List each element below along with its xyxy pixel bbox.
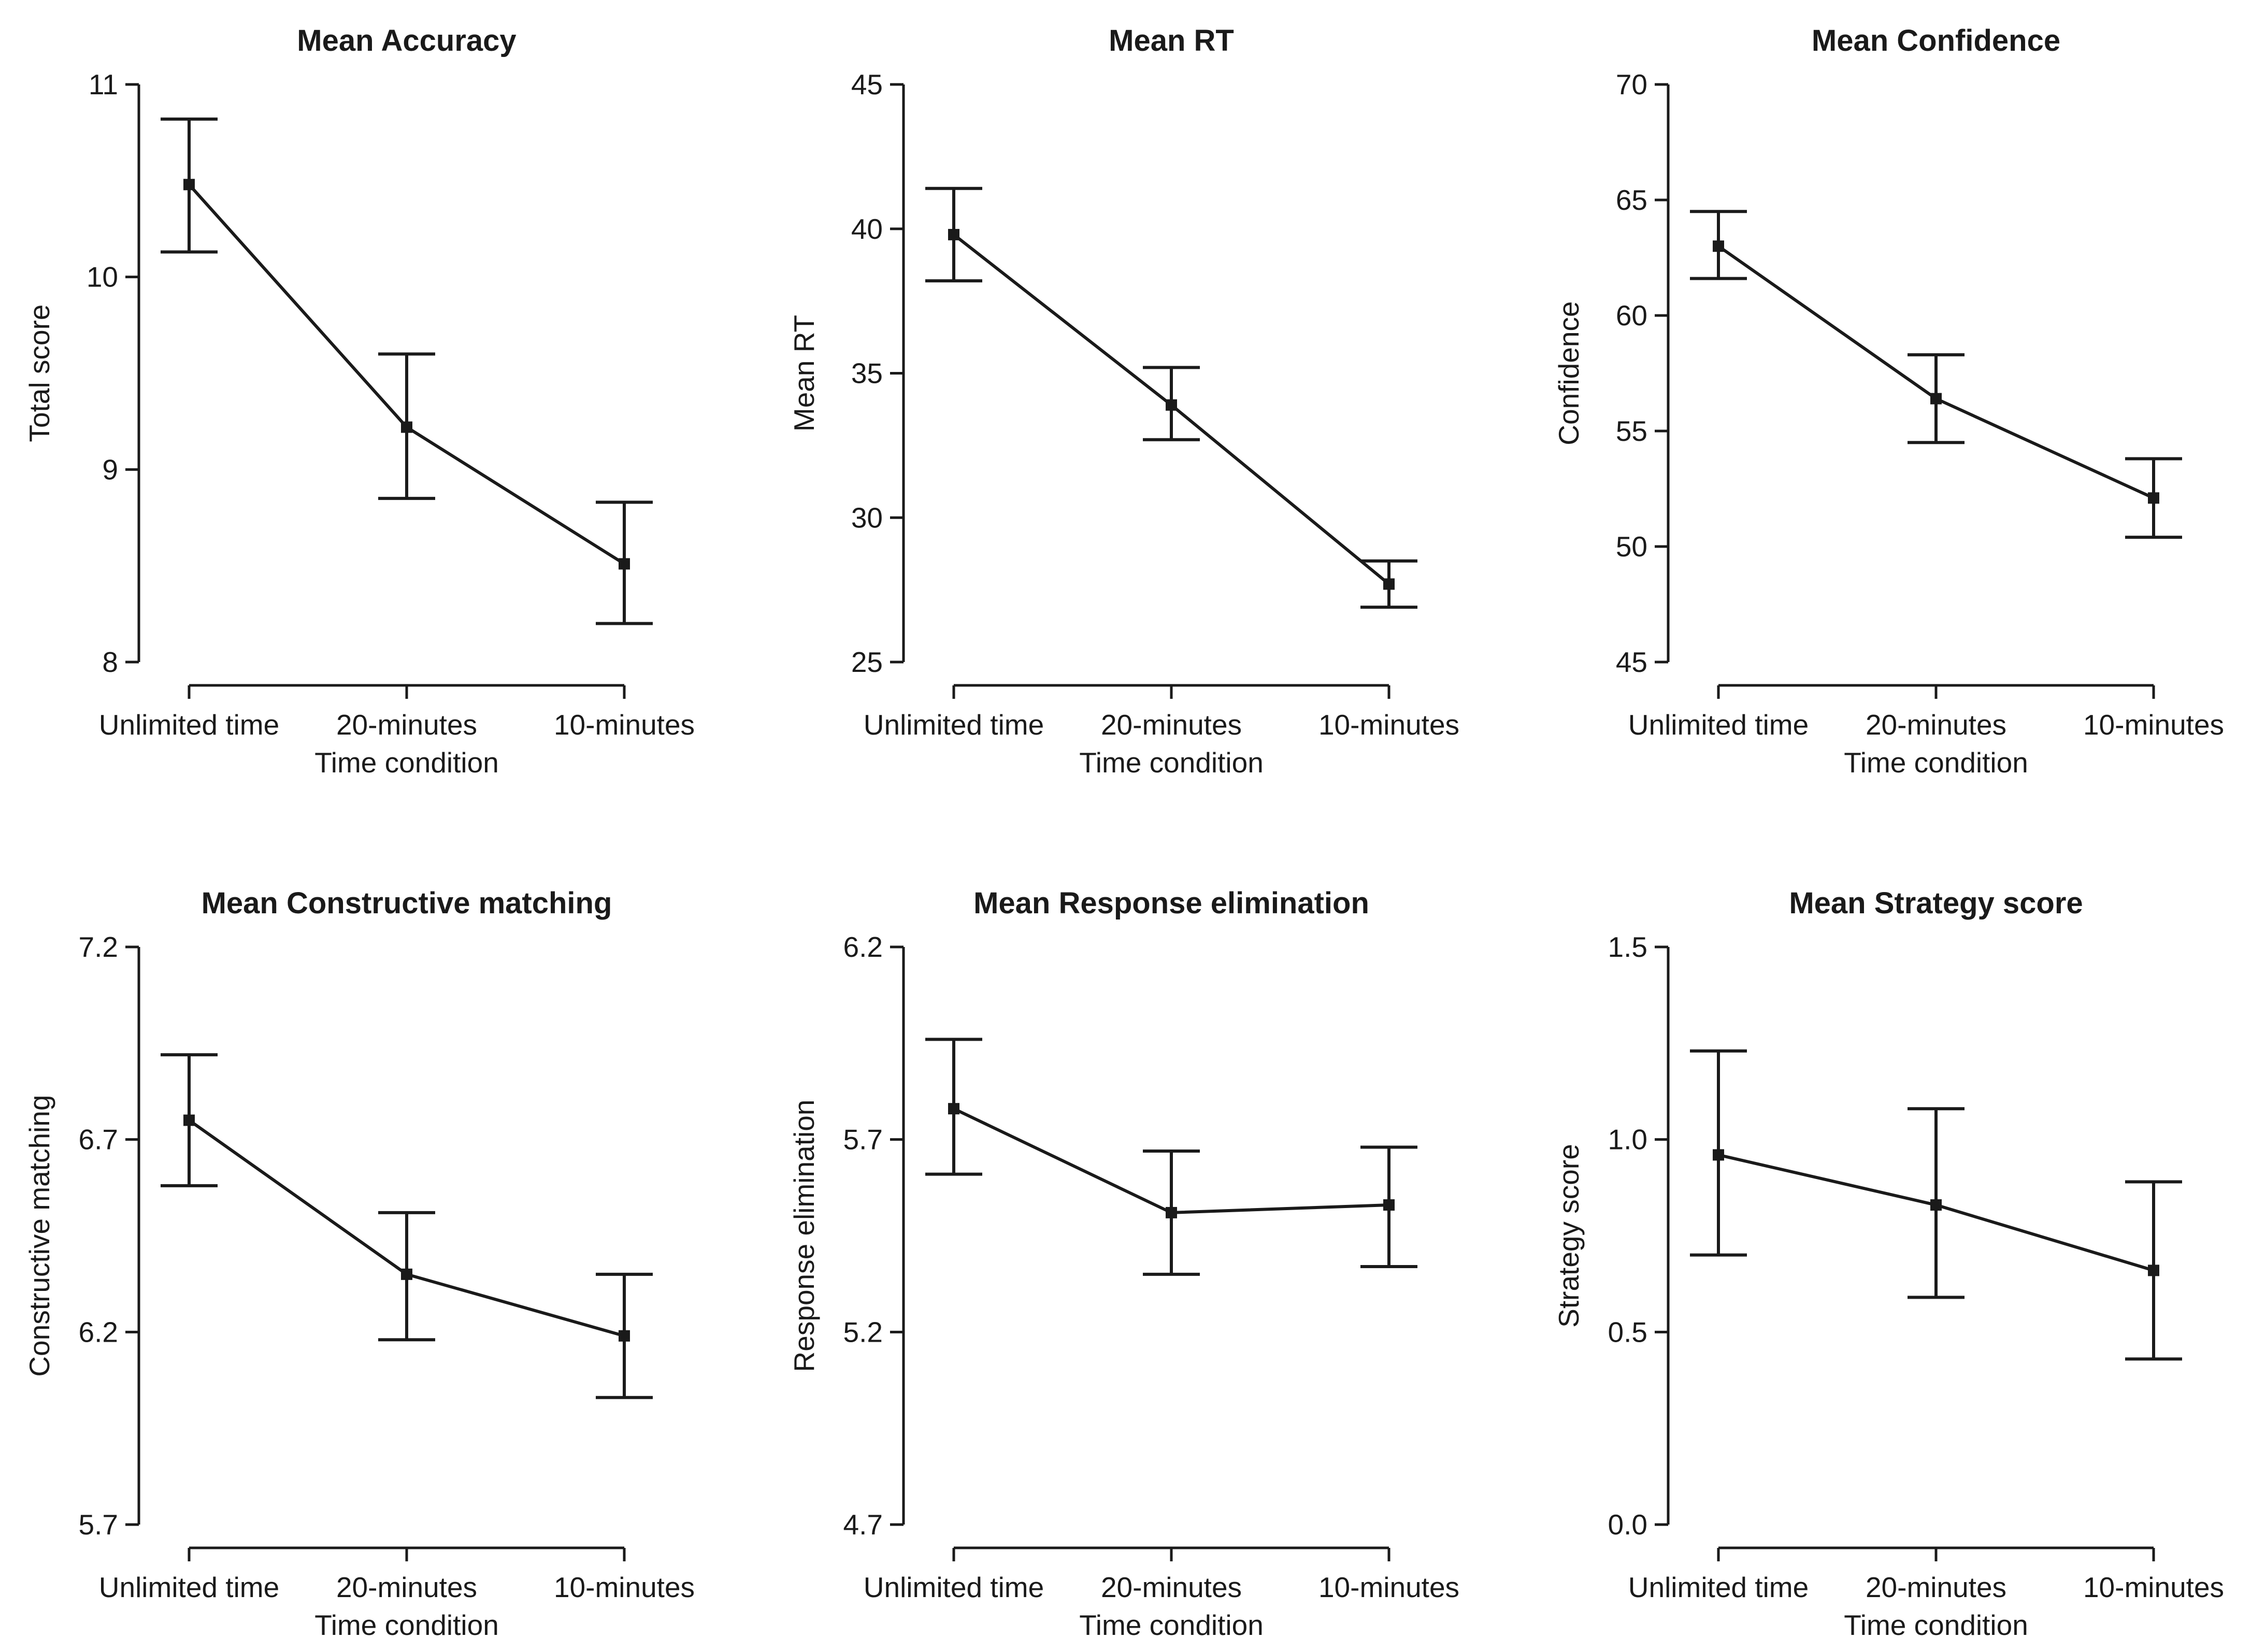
x-axis-label: Time condition [314,746,499,779]
x-tick-label: 10-minutes [1318,709,1459,741]
data-point [619,558,630,570]
y-tick-label: 45 [1616,646,1647,678]
x-axis-label: Time condition [1844,1609,2028,1641]
data-point [183,1114,195,1126]
y-tick-label: 65 [1616,184,1647,216]
x-tick-label: Unlimited time [99,709,279,741]
y-tick-label: 6.2 [79,1316,118,1348]
y-tick-label: 50 [1616,530,1647,563]
chart-panel: Mean Accuracy 8 9 10 11 Total score Unlimited … [23,24,695,779]
y-tick-label: 60 [1616,299,1647,332]
x-tick-label: 10-minutes [554,1571,695,1603]
y-tick-label: 6.7 [79,1124,118,1156]
x-axis-label: Time condition [1844,746,2028,779]
y-tick-label: 70 [1616,68,1647,100]
y-tick-label: 11 [89,68,118,100]
data-point [401,421,412,433]
y-tick-label: 40 [851,213,883,245]
chart-title: Mean Confidence [1812,24,2060,58]
y-axis-label: Total score [23,305,55,442]
y-tick-label: 25 [851,646,883,678]
y-tick-label: 0.5 [1608,1316,1647,1348]
data-point [948,1103,959,1115]
x-tick-label: 10-minutes [2083,1571,2224,1603]
x-tick-label: 20-minutes [1866,1571,2006,1603]
x-tick-label: Unlimited time [1628,709,1809,741]
y-tick-label: 4.7 [843,1509,883,1541]
y-tick-label: 8 [102,646,118,678]
x-axis-label: Time condition [1079,746,1264,779]
data-point [1166,399,1177,411]
x-tick-label: 20-minutes [336,1571,477,1603]
y-tick-label: 35 [851,357,883,390]
y-axis-label: Constructive matching [23,1095,55,1376]
y-tick-label: 5.2 [843,1316,883,1348]
chart-title: Mean Response elimination [973,886,1369,920]
y-tick-label: 1.5 [1608,931,1647,963]
chart-panel: Mean Response elimination 4.7 5.2 5.7 6.2 Res… [788,886,1459,1641]
y-tick-label: 30 [851,501,883,534]
data-point [1166,1206,1177,1218]
data-point [948,228,959,240]
y-tick-label: 7.2 [79,931,118,963]
chart-panel: Mean Constructive matching 5.7 6.2 6.7 7.2 Co… [23,886,695,1641]
y-tick-label: 10 [87,261,118,293]
x-tick-label: 20-minutes [1101,709,1242,741]
chart-panel: Mean Confidence 45 50 55 60 65 70 Confidence Unl… [1553,24,2224,779]
x-tick-label: 10-minutes [2083,709,2224,741]
y-tick-label: 9 [102,453,118,485]
data-point [619,1330,630,1342]
y-axis-label: Mean RT [788,315,820,432]
x-tick-label: 20-minutes [1101,1571,1242,1603]
x-axis-label: Time condition [1079,1609,1264,1641]
data-point [401,1268,412,1280]
x-axis-label: Time condition [314,1609,499,1641]
x-tick-label: 20-minutes [1866,709,2006,741]
y-axis-label: Strategy score [1553,1144,1585,1328]
y-axis-label: Response elimination [788,1100,820,1372]
x-tick-label: Unlimited time [864,1571,1044,1603]
data-point [2148,492,2159,504]
x-tick-label: 10-minutes [1318,1571,1459,1603]
x-tick-label: 20-minutes [336,709,477,741]
chart-panel: Mean RT 25 30 35 40 45 Mean RT Unlimited time 20… [788,24,1459,779]
data-point [183,179,195,191]
y-tick-label: 55 [1616,415,1647,447]
y-axis-label: Confidence [1553,301,1585,445]
x-tick-label: Unlimited time [99,1571,279,1603]
data-point [2148,1265,2159,1276]
y-tick-label: 1.0 [1608,1124,1647,1156]
chart-title: Mean Constructive matching [202,886,612,920]
data-point [1713,1149,1724,1161]
x-tick-label: Unlimited time [864,709,1044,741]
chart-title: Mean Strategy score [1789,886,2083,920]
x-tick-label: 10-minutes [554,709,695,741]
data-point [1930,1199,1942,1211]
y-tick-label: 5.7 [843,1124,883,1156]
chart-title: Mean Accuracy [297,24,516,58]
data-point [1930,393,1942,405]
y-tick-label: 6.2 [843,931,883,963]
chart-panel: Mean Strategy score 0.0 0.5 1.0 1.5 Strategy … [1553,886,2224,1641]
data-point [1713,240,1724,252]
data-point [1383,578,1395,590]
x-tick-label: Unlimited time [1628,1571,1809,1603]
chart-title: Mean RT [1109,24,1234,58]
y-tick-label: 5.7 [79,1509,118,1541]
data-point [1383,1199,1395,1211]
y-tick-label: 45 [851,68,883,100]
y-tick-label: 0.0 [1608,1509,1647,1541]
